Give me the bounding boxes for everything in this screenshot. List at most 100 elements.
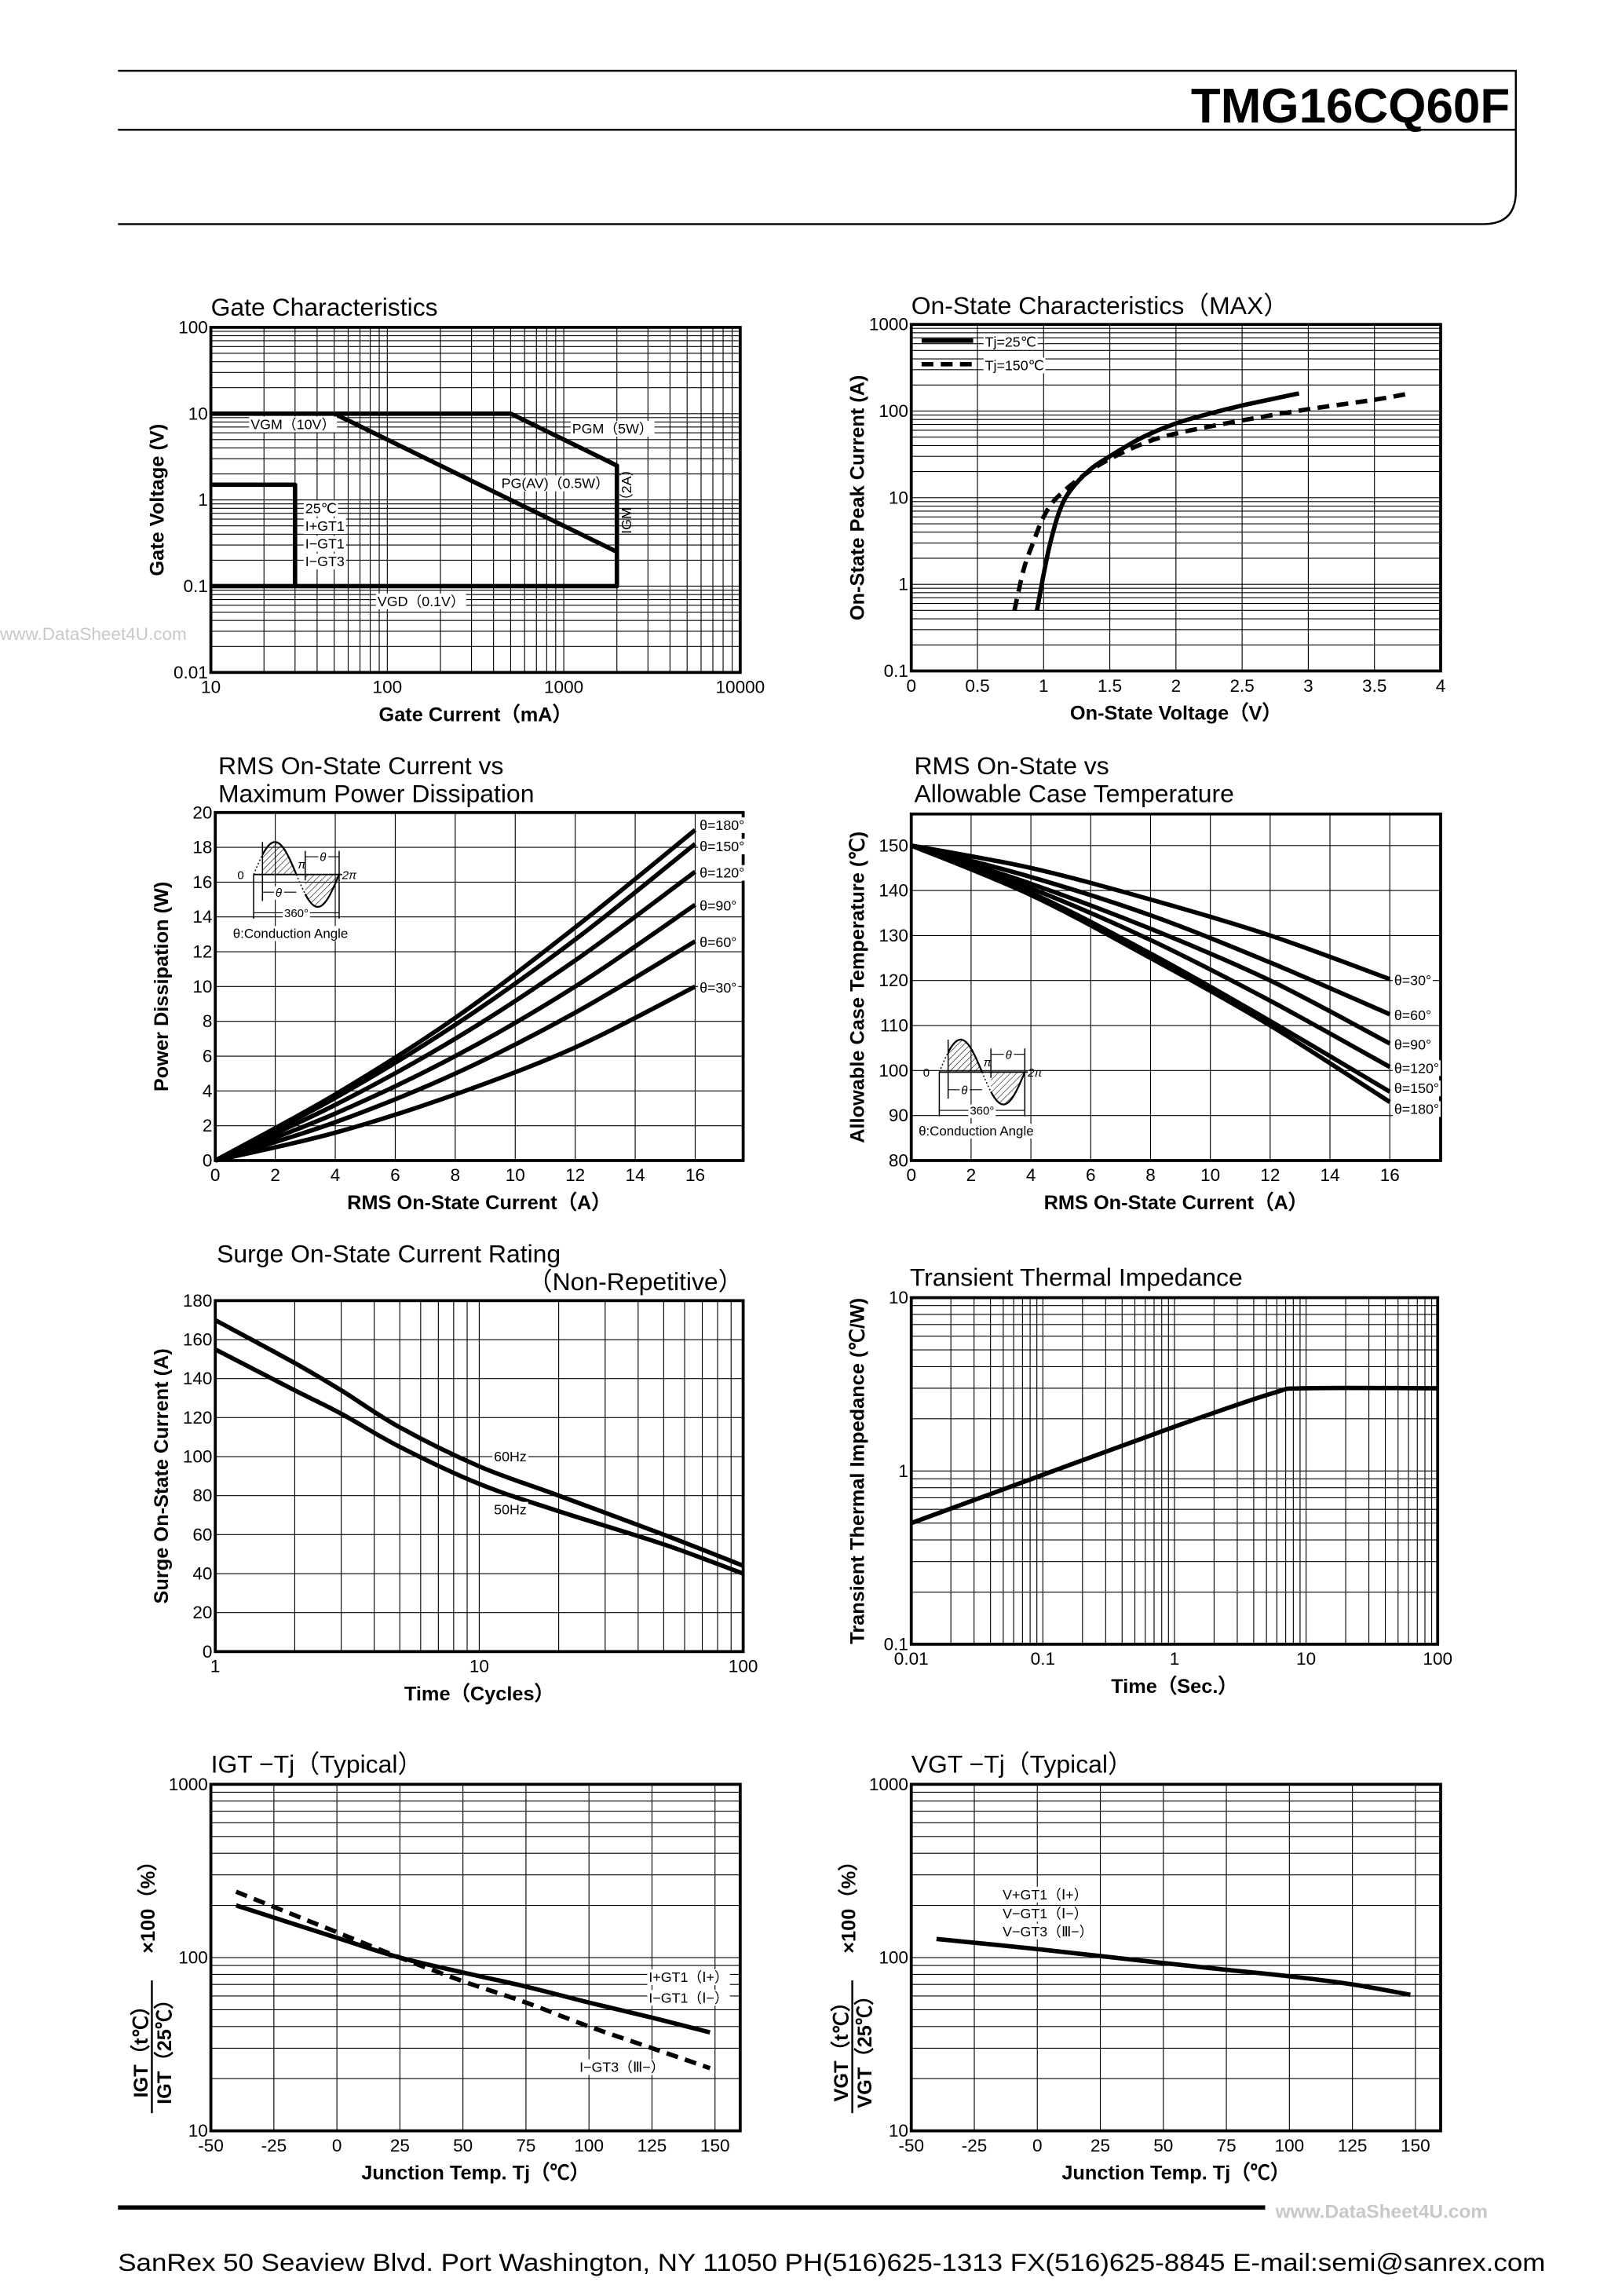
label-background: [1392, 1007, 1434, 1024]
x-tick-label: 2: [270, 1165, 280, 1185]
x-tick-label: 0.5: [965, 676, 989, 696]
y-tick-label: 18: [192, 838, 212, 857]
x-tick-label: 2.5: [1229, 676, 1254, 696]
y-axis-label: Allowable Case Temperature (℃): [847, 832, 869, 1143]
x-tick-label: 75: [516, 2136, 535, 2155]
y-tick-label: 10: [889, 488, 908, 507]
y-axis-label: Surge On-State Current (A): [151, 1348, 173, 1603]
sine-dotted: [295, 874, 306, 894]
x-axis-label: Junction Temp. Tj（℃）: [1061, 2162, 1290, 2184]
x-tick-label: 100: [574, 2136, 604, 2155]
y-tick-label: 60: [192, 1525, 212, 1545]
header-frame: [118, 69, 1517, 225]
chart-title: IGT −Tj（Typical）: [211, 1749, 423, 1778]
annotation-label: V−GT1（Ⅰ−）: [1003, 1906, 1087, 1921]
series-line-0: [210, 411, 619, 589]
series-line-0: [214, 1318, 744, 1568]
y-tick-label: 120: [879, 971, 908, 990]
series-line-0: [910, 1385, 1438, 1526]
hatched-area: [305, 874, 339, 907]
label-zero: 0: [237, 868, 243, 882]
label-background: [492, 1501, 528, 1518]
legend-label: Tj=25℃: [985, 334, 1036, 349]
y-tick-label: 1000: [869, 315, 908, 335]
x-tick-label: 16: [685, 1165, 705, 1185]
label-background: [1001, 1906, 1090, 1922]
series-label: θ=120°: [1394, 1060, 1439, 1076]
chart-title: RMS On-State Current vs: [218, 751, 504, 780]
y-tick-label: 10: [188, 404, 208, 423]
label-background: [983, 357, 1046, 374]
label-theta: θ: [320, 851, 327, 865]
label-background: [1003, 1048, 1014, 1062]
watermark-left: www.DataSheet4U.com: [0, 624, 187, 644]
series-label: θ=30°: [1394, 973, 1431, 989]
y-tick-label: 8: [203, 1011, 213, 1031]
x-tick-label: 4: [331, 1165, 341, 1185]
x-tick-label: 14: [1321, 1165, 1340, 1185]
label-background: [959, 1084, 970, 1098]
y-tick-label: 130: [879, 926, 908, 945]
grid: [911, 1784, 1441, 2131]
series-line-2: [214, 869, 697, 1163]
header: TMG16CQ60F: [118, 69, 1517, 225]
sine-dotted: [938, 1051, 949, 1073]
label-period: 360°: [284, 907, 309, 920]
y-tick-label: 110: [880, 1016, 908, 1036]
annotation-label: I+GT1: [305, 518, 345, 534]
x-axis-label: RMS On-State Current（A）: [347, 1191, 612, 1214]
series-label: θ=120°: [700, 865, 744, 881]
x-axis-label: Junction Temp. Tj（℃）: [361, 2162, 590, 2184]
y-tick-label: 1000: [169, 1775, 208, 1794]
x-tick-label: 8: [1145, 1165, 1156, 1185]
label-background: [499, 475, 611, 492]
x-tick-label: 100: [729, 1657, 758, 1676]
y-tick-label: 10: [188, 2121, 208, 2141]
sine-positive: [261, 841, 298, 876]
x-axis-label: RMS On-State Current（A）: [1044, 1191, 1309, 1214]
series-label: θ=30°: [700, 980, 736, 996]
y-tick-label: 12: [192, 942, 212, 962]
y-tick-label: 6: [203, 1047, 213, 1066]
chart-title: （Non-Repetitive）: [528, 1267, 743, 1296]
x-tick-label: 1: [210, 1657, 221, 1676]
y-tick-label: 10: [889, 1288, 908, 1307]
y-tick-label: 100: [178, 1948, 208, 1968]
label-background: [231, 926, 350, 941]
series-line-1: [333, 411, 618, 554]
part-number-title: TMG16CQ60F: [1191, 79, 1510, 133]
label-background: [1392, 1080, 1441, 1097]
x-tick-label: 75: [1217, 2136, 1237, 2155]
hatched-area: [948, 1040, 982, 1073]
y-tick-label: 140: [183, 1369, 213, 1388]
label-background: [698, 898, 739, 914]
chart-3: 0 2 4 6 8 10 12 14 16 80 90 100 110 120 130 140 150 RMS O…: [847, 751, 1442, 1214]
label-background: [1001, 1886, 1090, 1903]
series-line-0: [911, 843, 1391, 982]
x-tick-label: 150: [1401, 2136, 1430, 2155]
chart-2: 0 2 4 6 8 10 12 14 16 0 2 4 6 8 10 12 14 16 18 20 RMS On-Sta…: [151, 751, 747, 1214]
x-tick-label: 6: [1086, 1165, 1096, 1185]
series-line-1: [910, 843, 1391, 1017]
y-tick-label: 140: [879, 881, 908, 901]
y-tick-label: 40: [192, 1564, 212, 1584]
chart-title: Allowable Case Temperature: [914, 780, 1233, 808]
grid: [215, 1300, 743, 1652]
sine-negative: [990, 1071, 1026, 1106]
annotation-label: IGM（2A）: [619, 462, 634, 534]
x-tick-label: 100: [373, 678, 403, 697]
label-two-pi: 2π: [342, 868, 357, 882]
plot-frame: [214, 810, 745, 1162]
label-background: [917, 1124, 1036, 1139]
chart-title: RMS On-State vs: [914, 751, 1109, 780]
series-label: 50Hz: [494, 1502, 527, 1518]
x-tick-label: 1.5: [1098, 676, 1122, 696]
series-label: θ=90°: [700, 898, 736, 914]
series-line-1: [214, 842, 697, 1163]
y-tick-label: 10: [889, 2121, 908, 2141]
annotation-label: I−GT1（Ⅰ−）: [648, 1990, 728, 2005]
x-tick-label: 3.5: [1362, 676, 1386, 696]
